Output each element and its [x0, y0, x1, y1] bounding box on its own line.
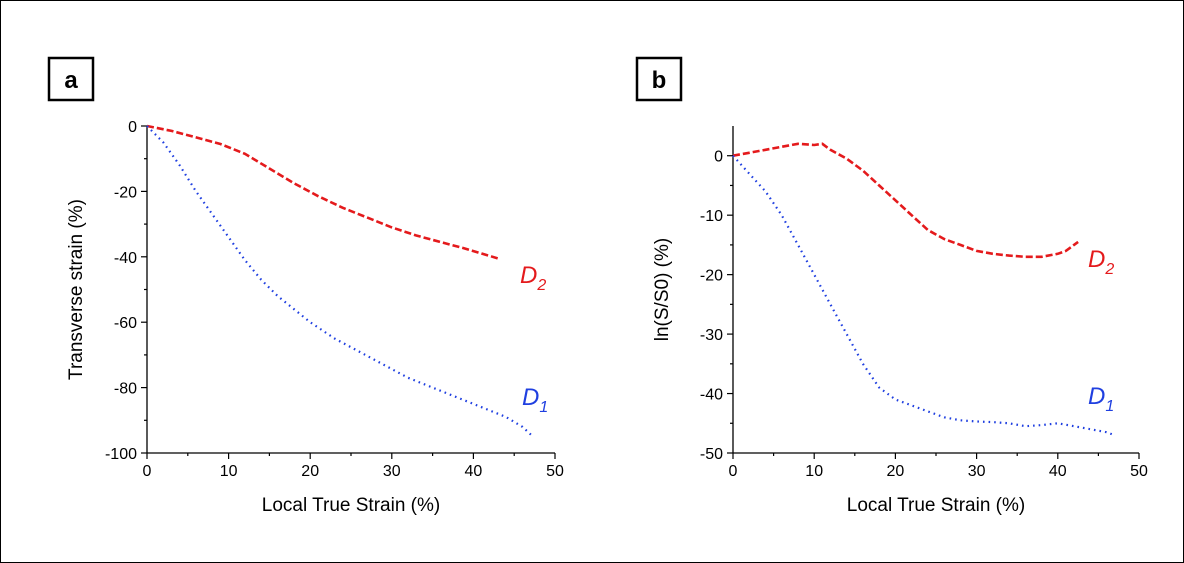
series-label-main: D — [1088, 246, 1105, 273]
series-label-sub: 1 — [1105, 398, 1114, 415]
x-tick-label-a-4: 40 — [465, 463, 483, 480]
series-label-a-d2: D2 — [520, 262, 546, 294]
ticks-b: 0 10 20 30 40 50 0 -10 -20 -30 -40 -50 — [700, 149, 1148, 480]
series-label-a-d1: D1 — [522, 384, 548, 416]
x-tick-label-a-1: 10 — [220, 463, 238, 480]
panel-b: b 0 10 20 30 40 50 0 -10 -20 -30 -40 -50 Local True… — [635, 56, 1148, 516]
series-label-main: D — [520, 262, 537, 289]
y-tick-label-a-3: -60 — [114, 315, 137, 332]
x-axis-title-b: Local True Strain (%) — [847, 495, 1025, 516]
y-tick-label-a-2: -40 — [114, 250, 137, 267]
x-tick-label-a-3: 30 — [383, 463, 401, 480]
y-axis-title-a: Transverse strain (%) — [66, 199, 87, 380]
y-tick-label-b-4: -40 — [700, 387, 723, 404]
panel-a: a 0 10 20 30 40 50 0 -20 -40 -60 -80 -100 Local Tru… — [47, 56, 564, 516]
panel-label-a: a — [64, 67, 78, 94]
panel-label-box-a — [47, 56, 95, 102]
series-line-a-d1 — [146, 125, 534, 438]
series-line-b-d2 — [732, 142, 1079, 259]
ticks-a: 0 10 20 30 40 50 0 -20 -40 -60 -80 -100 — [105, 119, 564, 480]
y-tick-label-b-0: 0 — [714, 149, 723, 166]
x-tick-label-a-2: 20 — [301, 463, 319, 480]
x-tick-label-a-0: 0 — [143, 463, 152, 480]
series-line-b-d1 — [732, 154, 1115, 437]
y-tick-label-b-5: -50 — [700, 446, 723, 463]
x-tick-label-b-3: 30 — [968, 463, 986, 480]
series-line-a-d2 — [146, 124, 499, 260]
y-tick-label-a-5: -100 — [105, 446, 137, 463]
series-label-b-d2: D2 — [1088, 246, 1114, 278]
y-tick-label-a-0: 0 — [128, 119, 137, 136]
panel-label-b: b — [652, 67, 667, 94]
series-label-main: D — [1088, 383, 1105, 410]
x-tick-label-b-5: 50 — [1130, 463, 1148, 480]
series-label-main: D — [522, 384, 539, 411]
panel-label-box-b — [635, 56, 683, 102]
series-label-sub: 1 — [539, 399, 548, 416]
x-tick-label-b-0: 0 — [729, 463, 738, 480]
series-label-sub: 2 — [1104, 261, 1114, 278]
y-tick-label-a-1: -20 — [114, 184, 137, 201]
y-tick-label-a-4: -80 — [114, 381, 137, 398]
x-tick-label-b-2: 20 — [887, 463, 905, 480]
x-axis-title-a: Local True Strain (%) — [262, 495, 440, 516]
y-axis-title-b: ln(S/S0) (%) — [652, 238, 673, 341]
series-label-sub: 2 — [536, 277, 546, 294]
x-tick-label-a-5: 50 — [546, 463, 564, 480]
series-label-b-d1: D1 — [1088, 383, 1114, 415]
y-tick-label-b-3: -30 — [700, 327, 723, 344]
x-tick-label-b-1: 10 — [805, 463, 823, 480]
x-tick-label-b-4: 40 — [1049, 463, 1067, 480]
y-tick-label-b-2: -20 — [700, 268, 723, 285]
y-tick-label-b-1: -10 — [700, 208, 723, 225]
